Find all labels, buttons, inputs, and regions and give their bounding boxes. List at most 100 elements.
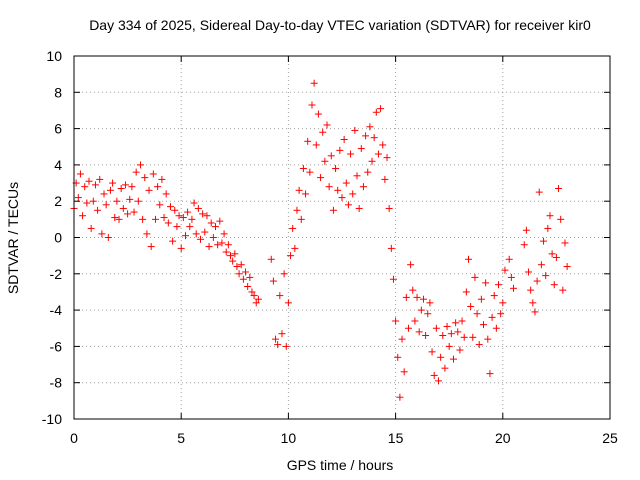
data-point: [411, 317, 419, 325]
data-point: [220, 230, 228, 238]
data-point: [186, 223, 194, 231]
x-axis-label: GPS time / hours: [287, 457, 394, 473]
data-point: [147, 243, 155, 251]
data-point: [184, 208, 192, 216]
data-point: [89, 197, 97, 205]
y-tick-label: 6: [54, 121, 62, 137]
data-point: [141, 174, 149, 182]
data-point: [252, 299, 260, 307]
data-point: [359, 183, 367, 191]
data-point: [542, 272, 550, 280]
data-point: [317, 174, 325, 182]
x-tick-label: 5: [177, 430, 185, 446]
data-point: [409, 286, 417, 294]
data-point: [237, 261, 245, 269]
x-tick-label: 20: [495, 430, 511, 446]
data-point: [102, 201, 110, 209]
data-point: [199, 210, 207, 218]
data-point: [205, 243, 213, 251]
data-point: [169, 237, 177, 245]
data-point: [244, 283, 252, 291]
data-point: [126, 195, 134, 203]
data-point: [555, 184, 563, 192]
data-point: [488, 313, 496, 321]
x-tick-label: 15: [388, 430, 404, 446]
data-point: [276, 292, 284, 300]
data-point: [490, 292, 498, 300]
data-point: [510, 284, 518, 292]
data-point: [299, 165, 307, 173]
data-point: [505, 255, 513, 263]
data-point: [134, 197, 142, 205]
data-point: [357, 145, 365, 153]
data-point: [158, 175, 166, 183]
tick-labels: 0 5 10 15 20 25 -10 -8 -6 -4 -2 0 2 4 6 8 10: [42, 48, 618, 446]
data-point: [561, 239, 569, 247]
data-point: [181, 232, 189, 240]
data-point: [347, 150, 355, 158]
data-point: [74, 194, 82, 202]
data-point: [404, 324, 412, 332]
data-point: [329, 206, 337, 214]
data-point: [242, 268, 250, 276]
data-point: [419, 295, 427, 303]
data-point: [214, 241, 222, 249]
data-point: [109, 179, 117, 187]
data-point: [128, 183, 136, 191]
data-point: [471, 273, 479, 281]
data-point: [535, 188, 543, 196]
x-tick-label: 0: [70, 430, 78, 446]
data-point: [366, 123, 374, 131]
data-point: [349, 190, 357, 198]
data-point: [117, 184, 125, 192]
data-point: [351, 126, 359, 134]
data-point: [552, 253, 560, 261]
data-point: [154, 183, 162, 191]
data-point: [398, 335, 406, 343]
data-point: [557, 215, 565, 223]
data-point: [424, 310, 432, 318]
data-point: [439, 332, 447, 340]
data-point: [559, 286, 567, 294]
data-point: [284, 299, 292, 307]
chart-title: Day 334 of 2025, Sidereal Day-to-day VTE…: [89, 17, 591, 33]
data-point: [287, 252, 295, 260]
data-point: [289, 224, 297, 232]
data-point: [227, 252, 235, 260]
data-point: [529, 299, 537, 307]
data-point: [368, 157, 376, 165]
data-point: [224, 241, 232, 249]
data-point: [132, 168, 140, 176]
data-point: [98, 230, 106, 238]
data-point: [385, 204, 393, 212]
data-point: [469, 333, 477, 341]
y-axis-label: SDTVAR / TECUs: [5, 182, 21, 294]
data-point: [302, 190, 310, 198]
y-tick-label: -10: [42, 411, 62, 427]
data-point: [484, 335, 492, 343]
data-point: [235, 270, 243, 278]
data-point: [355, 204, 363, 212]
data-point: [130, 208, 138, 216]
grid: [74, 56, 610, 419]
axis-ticks: [73, 55, 611, 420]
data-point: [344, 201, 352, 209]
data-point: [104, 234, 112, 241]
data-point: [280, 270, 288, 278]
data-point: [336, 146, 344, 154]
data-point: [274, 341, 282, 349]
data-point: [443, 322, 451, 330]
data-point: [452, 319, 460, 327]
data-point: [136, 161, 144, 169]
data-point: [364, 168, 372, 176]
data-point: [139, 215, 147, 223]
y-tick-label: -4: [50, 302, 63, 318]
data-point: [164, 219, 172, 227]
data-point: [531, 308, 539, 316]
data-point: [156, 201, 164, 209]
data-point: [426, 299, 434, 307]
data-point: [239, 275, 247, 283]
data-point: [272, 335, 280, 343]
data-point: [415, 328, 423, 336]
